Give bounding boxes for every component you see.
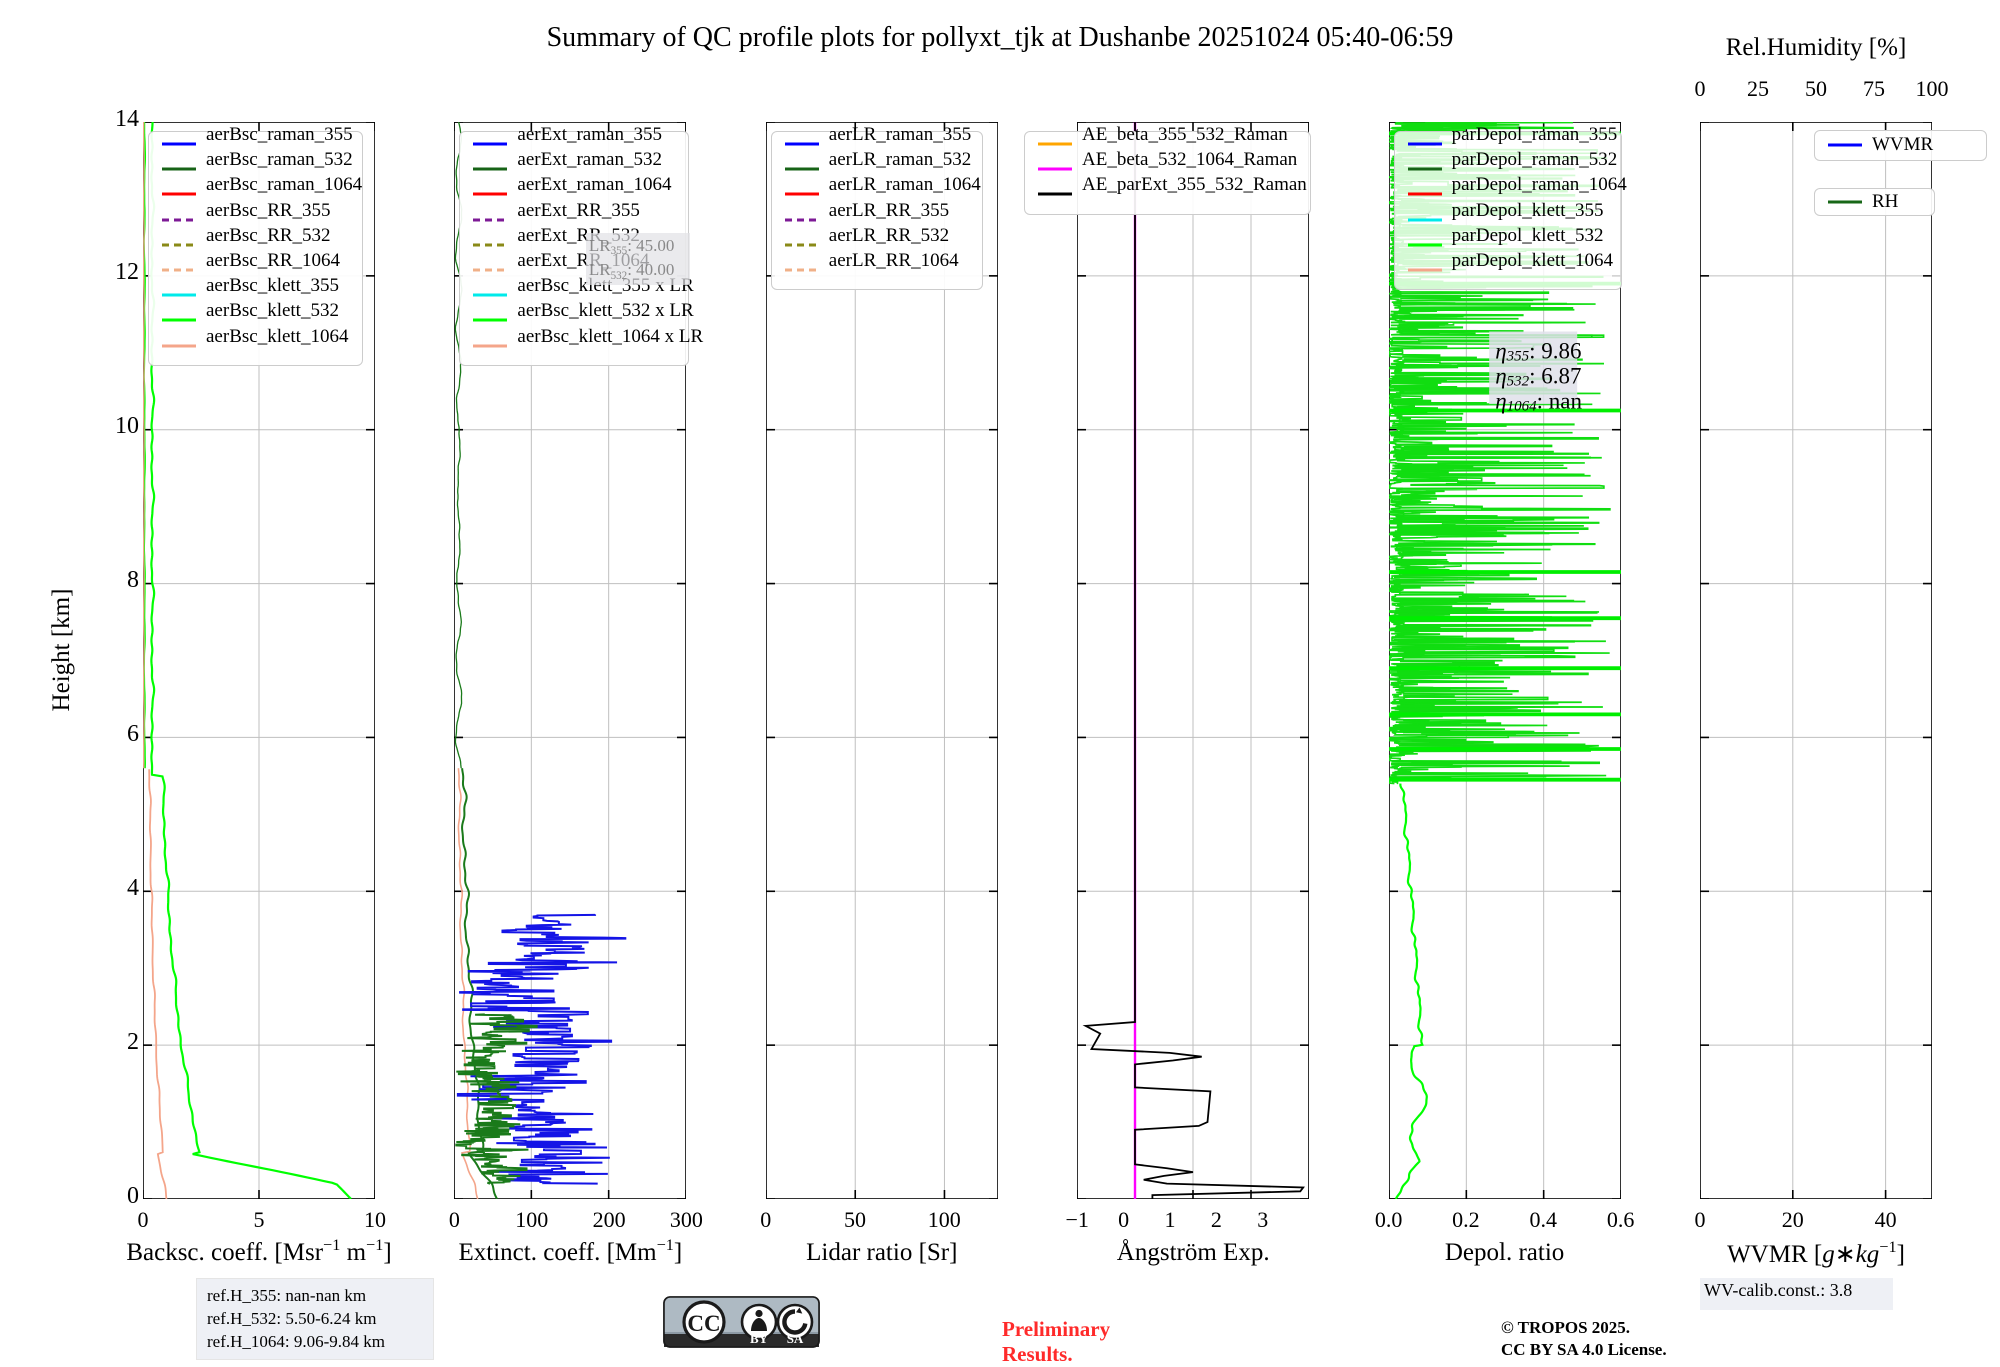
svg-text:CC: CC	[687, 1311, 720, 1336]
svg-text:BY: BY	[750, 1331, 769, 1346]
svg-text:SA: SA	[787, 1331, 804, 1346]
